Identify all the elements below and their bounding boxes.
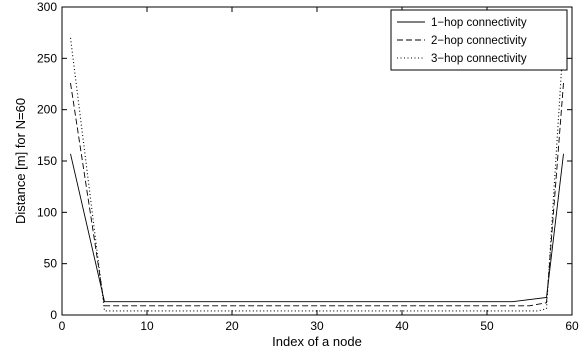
y-tick-label: 100 — [37, 205, 57, 219]
y-tick-label: 150 — [37, 154, 57, 168]
y-tick-label: 250 — [37, 51, 57, 65]
x-tick-label: 60 — [565, 319, 579, 333]
tick-layer: 0 10 20 30 40 50 60 0 50 100 150 200 250 300 — [37, 0, 579, 333]
x-tick-label: 30 — [310, 319, 324, 333]
x-tick-label: 10 — [140, 319, 154, 333]
legend: 1−hop connectivity 2−hop connectivity 3−… — [390, 9, 568, 71]
legend-label-1-hop: 1−hop connectivity — [431, 17, 527, 29]
series-line-1-hop — [70, 153, 564, 303]
legend-label-3-hop: 3−hop connectivity — [431, 53, 527, 65]
x-tick-label: 50 — [480, 319, 494, 333]
plot-frame — [61, 6, 573, 316]
x-axis-title: Index of a node — [272, 334, 362, 349]
x-tick-label: 20 — [225, 319, 239, 333]
y-tick-label: 200 — [37, 103, 57, 117]
x-tick-label: 40 — [395, 319, 409, 333]
y-tick-label: 300 — [37, 0, 57, 14]
legend-label-2-hop: 2−hop connectivity — [431, 35, 527, 47]
series-line-2-hop — [70, 82, 564, 307]
y-tick-label: 0 — [50, 308, 57, 322]
y-tick-label: 50 — [44, 257, 58, 271]
y-axis-title: Distance [m] for N=60 — [13, 98, 28, 224]
x-tick-label: 0 — [59, 319, 66, 333]
series-layer — [69, 37, 565, 312]
